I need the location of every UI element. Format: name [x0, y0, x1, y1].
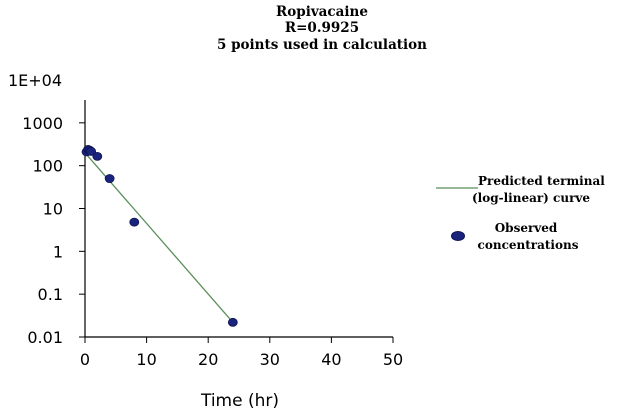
legend-label-observed: Observed [495, 221, 558, 235]
legend-label-observed: concentrations [478, 238, 579, 252]
chart-title-line: R=0.9925 [285, 20, 359, 36]
y-tick-label: 0.1 [38, 285, 63, 304]
x-tick-label: 20 [198, 350, 218, 369]
legend-point-swatch [451, 231, 465, 241]
observed-point [86, 147, 97, 156]
chart-title-line: 5 points used in calculation [217, 37, 427, 53]
legend-label-predicted: Predicted terminal [478, 174, 605, 188]
observed-point [92, 151, 103, 161]
y-tick-label: 1 [53, 242, 63, 261]
observed-point [104, 174, 115, 183]
legend-label-predicted: (log-linear) curve [472, 191, 590, 205]
chart-title-line: Ropivacaine [276, 4, 368, 20]
x-tick-label: 0 [80, 350, 90, 369]
x-tick-label: 30 [260, 350, 280, 369]
y-tick-label: 100 [32, 157, 63, 176]
x-tick-label: 40 [321, 350, 341, 369]
observed-point [227, 317, 238, 327]
x-tick-label: 10 [136, 350, 156, 369]
x-tick-label: 50 [383, 350, 403, 369]
y-tick-label: 1000 [22, 114, 63, 133]
y-tick-label: 0.01 [27, 328, 63, 347]
y-tick-label: 10 [43, 200, 63, 219]
x-axis-label: Time (hr) [200, 391, 279, 411]
y-tick-label: 1E+04 [8, 71, 62, 90]
observed-point [129, 217, 140, 227]
